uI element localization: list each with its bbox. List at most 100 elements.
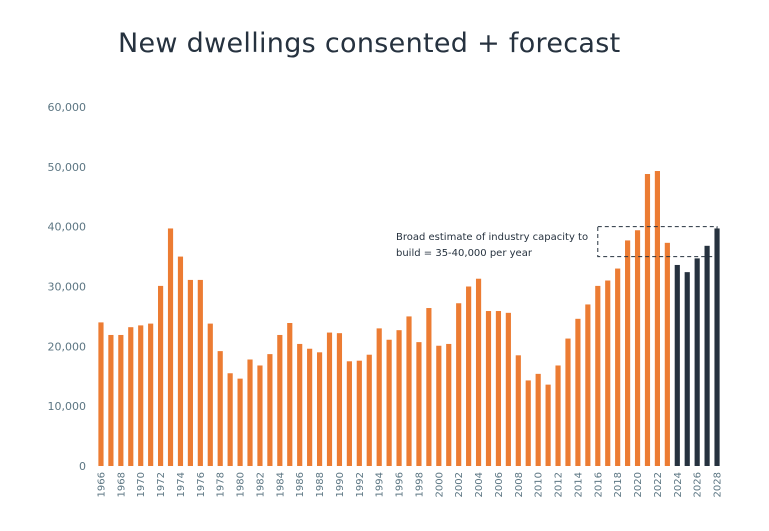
bar-2013: [565, 338, 571, 466]
x-tick-label: 2014: [573, 472, 584, 497]
x-tick-label: 2020: [633, 472, 644, 497]
bar-1978: [217, 351, 223, 466]
x-tick-label: 1966: [96, 472, 107, 497]
x-tick-label: 2022: [653, 472, 664, 497]
x-tick-label: 2026: [693, 472, 704, 497]
bar-2023: [664, 242, 670, 466]
bar-2021: [644, 174, 651, 466]
x-tick-label: 1978: [216, 472, 227, 497]
x-tick-label: 2008: [514, 472, 525, 497]
bar-1993: [366, 354, 372, 466]
bar-1967: [108, 334, 114, 466]
bar-2004: [475, 278, 482, 466]
x-tick-label: 1994: [375, 472, 386, 497]
bar-1966: [98, 322, 104, 466]
bar-1976: [197, 279, 203, 466]
bars: [98, 171, 720, 466]
x-tick-label: 1968: [116, 472, 127, 497]
x-tick-label: 2006: [494, 472, 505, 497]
bar-2008: [515, 355, 521, 466]
y-tick-label: 30,000: [48, 281, 87, 294]
bar-2022: [654, 171, 660, 466]
x-tick-label: 2000: [434, 472, 445, 497]
bar-2001: [446, 343, 452, 466]
bar-1982: [257, 365, 263, 466]
bar-2003: [466, 286, 472, 466]
bar-2015: [585, 304, 591, 466]
bar-2006: [495, 311, 502, 466]
x-tick-label: 2010: [534, 472, 545, 497]
bar-1996: [396, 330, 402, 466]
bar-1968: [118, 334, 124, 466]
bar-1991: [346, 361, 352, 466]
forecast-bar-2027: [704, 245, 710, 466]
bar-2016: [595, 285, 601, 466]
bar-1987: [307, 348, 313, 466]
x-axis: 1966 1968 1970 1972 1974 1976 1978 1980 1982 1984…: [96, 472, 723, 497]
annotation-text-line-1: Broad estimate of industry capacity to: [396, 232, 588, 243]
x-tick-label: 2028: [713, 472, 724, 497]
x-tick-label: 2018: [613, 472, 624, 497]
bar-1972: [158, 285, 164, 466]
y-tick-label: 50,000: [48, 161, 87, 174]
bar-2002: [456, 303, 462, 466]
bar-1985: [287, 323, 293, 466]
bar-1983: [267, 354, 273, 466]
bar-1974: [177, 256, 184, 466]
bar-1995: [386, 339, 392, 466]
bar-1981: [247, 359, 253, 466]
bar-2007: [505, 312, 511, 466]
bar-1973: [167, 228, 174, 466]
capacity-annotation: Broad estimate of industry capacity to b…: [396, 226, 718, 259]
x-tick-label: 2002: [454, 472, 465, 497]
chart-title: New dwellings consented + forecast: [118, 28, 621, 59]
x-tick-label: 1982: [255, 472, 266, 497]
bar-2010: [535, 373, 541, 466]
x-tick-label: 1972: [156, 472, 167, 497]
bar-1994: [376, 328, 382, 466]
forecast-bar-2024: [674, 264, 680, 466]
capacity-range-box: [597, 226, 718, 258]
bar-1999: [426, 308, 432, 466]
x-tick-label: 1984: [275, 472, 286, 497]
bar-1986: [297, 343, 303, 466]
x-tick-label: 2004: [474, 472, 485, 497]
forecast-bar-2026: [694, 258, 700, 466]
y-tick-label: 10,000: [48, 400, 87, 413]
x-tick-label: 1970: [136, 472, 147, 497]
bar-1975: [187, 279, 193, 466]
forecast-bar-2028: [714, 228, 720, 466]
bar-1992: [356, 360, 362, 466]
y-tick-label: 0: [79, 460, 86, 473]
bar-2009: [525, 380, 531, 466]
x-tick-label: 2012: [554, 472, 565, 497]
bar-1980: [237, 378, 243, 466]
bar-1971: [148, 323, 154, 466]
y-tick-label: 60,000: [48, 101, 87, 114]
forecast-bar-2025: [684, 272, 690, 466]
bar-1979: [227, 373, 233, 466]
bar-2012: [555, 365, 561, 466]
y-axis: 0 10,000 20,000 30,000 40,000 50,000 60,000: [48, 101, 87, 473]
x-tick-label: 1996: [395, 472, 406, 497]
bar-2017: [605, 280, 611, 466]
x-tick-label: 2024: [673, 472, 684, 497]
x-tick-label: 1986: [295, 472, 306, 497]
bar-2018: [615, 268, 621, 466]
bar-1988: [316, 352, 323, 466]
y-tick-label: 20,000: [48, 340, 87, 353]
bar-2014: [575, 318, 581, 466]
x-tick-label: 1974: [176, 472, 187, 497]
y-tick-label: 40,000: [48, 221, 87, 234]
x-tick-label: 1992: [355, 472, 366, 497]
bar-1997: [406, 316, 412, 466]
bar-1990: [336, 333, 343, 466]
bar-1984: [277, 334, 283, 466]
bar-2011: [545, 384, 551, 466]
bar-1989: [326, 332, 333, 466]
bar-2020: [634, 230, 641, 466]
x-tick-label: 2016: [593, 472, 604, 497]
bar-2005: [485, 311, 492, 466]
x-tick-label: 1998: [414, 472, 425, 497]
